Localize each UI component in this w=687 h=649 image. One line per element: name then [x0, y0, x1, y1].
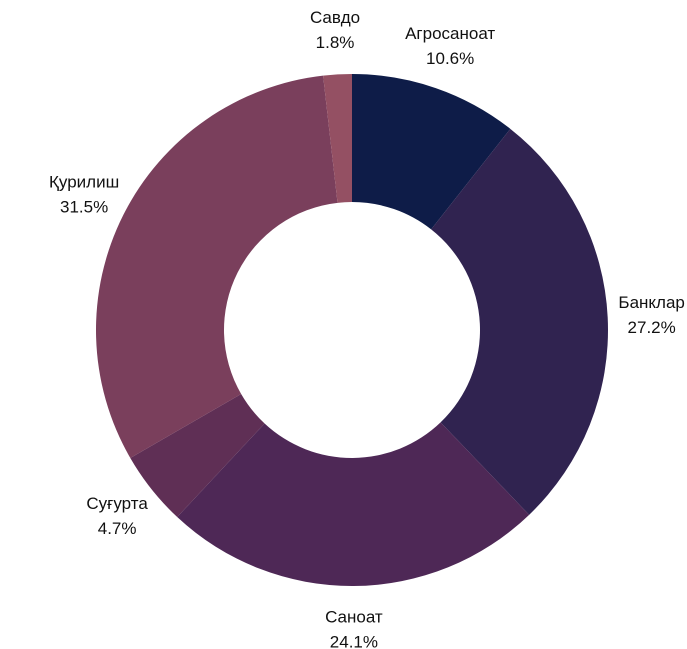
donut-segment — [130, 394, 265, 518]
segment-value-label: 4.7% — [98, 519, 137, 538]
donut-segment — [352, 74, 511, 230]
segment-value-label: 10.6% — [426, 49, 474, 68]
segment-value-label: 27.2% — [628, 318, 676, 337]
segment-label: Суғурта — [86, 494, 148, 513]
segment-value-label: 24.1% — [330, 632, 378, 649]
segment-label: Агросаноат — [405, 24, 495, 43]
donut-segment — [177, 422, 530, 586]
donut-segment — [323, 74, 352, 203]
segment-label: Савдо — [310, 8, 360, 27]
donut-segment — [95, 75, 338, 458]
segment-value-label: 31.5% — [60, 197, 108, 216]
segment-value-label: 1.8% — [316, 33, 355, 52]
segment-label: Банклар — [618, 293, 684, 312]
segment-label: Қурилиш — [49, 172, 119, 191]
donut-segment — [431, 128, 608, 515]
segment-label: Саноат — [325, 607, 383, 626]
